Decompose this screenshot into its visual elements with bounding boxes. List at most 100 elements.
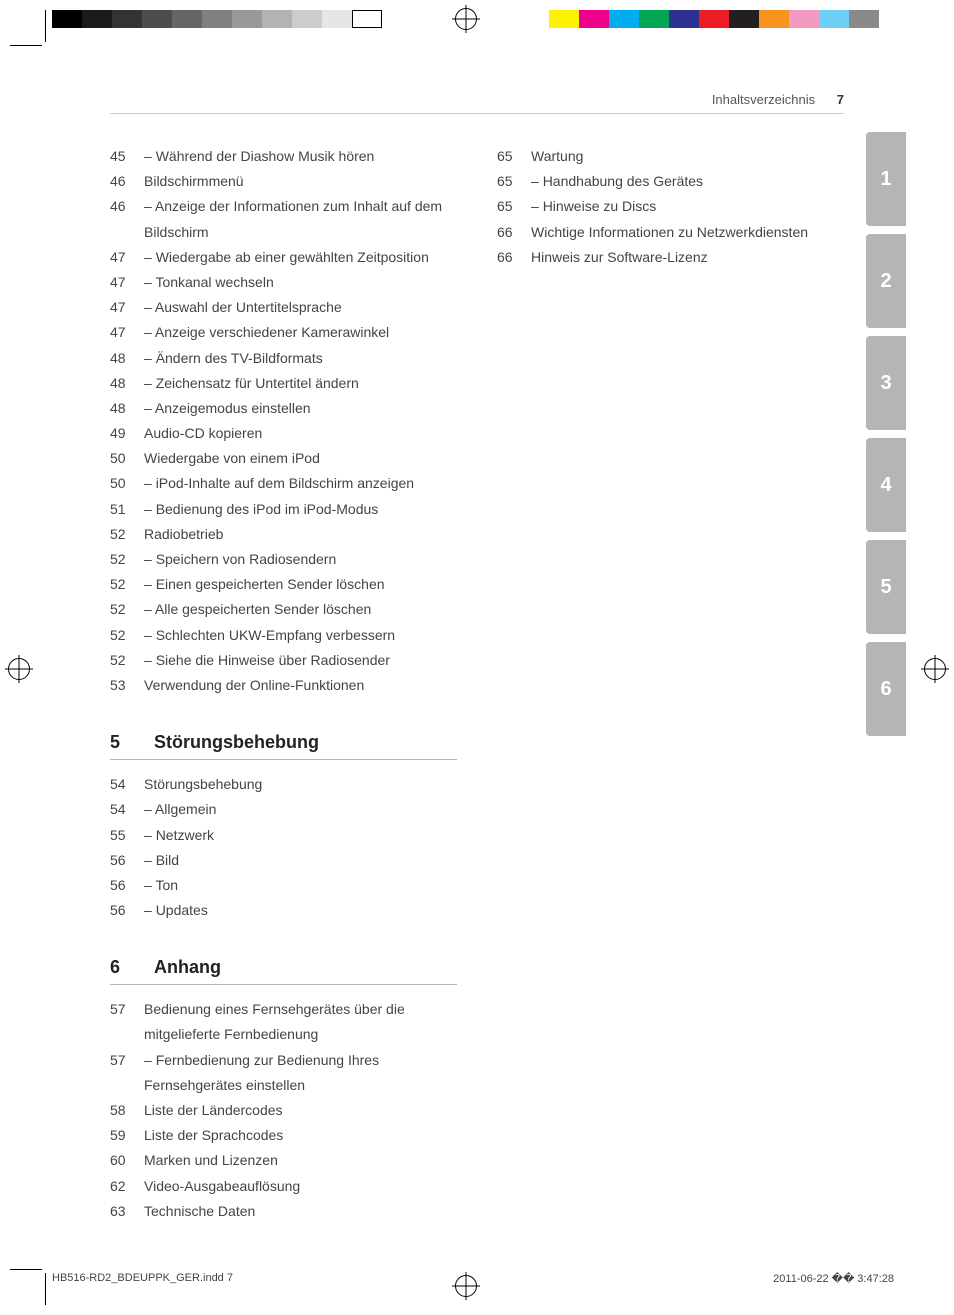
toc-entry-text: Allgemein xyxy=(144,797,457,822)
toc-entry-text: Verwendung der Online-Funktionen xyxy=(144,673,457,698)
toc-entry-text: Technische Daten xyxy=(144,1199,457,1224)
section-title: Störungsbehebung xyxy=(154,732,319,753)
swatch xyxy=(232,10,262,28)
toc-page-number: 52 xyxy=(110,572,144,597)
toc-page-number: 65 xyxy=(497,144,531,169)
toc-entry-text: Tonkanal wechseln xyxy=(144,270,457,295)
toc-entry: 56Ton xyxy=(110,873,457,898)
toc-entry: 48Anzeigemodus einstellen xyxy=(110,396,457,421)
toc-entry: 47Tonkanal wechseln xyxy=(110,270,457,295)
swatch xyxy=(729,10,759,28)
page-header: Inhaltsverzeichnis 7 xyxy=(110,92,844,114)
swatch xyxy=(759,10,789,28)
swatch xyxy=(789,10,819,28)
toc-entry-text: Handhabung des Gerätes xyxy=(531,169,844,194)
toc-page-number: 52 xyxy=(110,547,144,572)
header-title: Inhaltsverzeichnis xyxy=(712,92,815,107)
registration-mark-icon xyxy=(455,8,477,30)
toc-entry: 62Video-Ausgabeauflösung xyxy=(110,1174,457,1199)
toc-entry-text: Störungsbehebung xyxy=(144,772,457,797)
toc-entry: 52Speichern von Radiosendern xyxy=(110,547,457,572)
toc-entry-text: Hinweise zu Discs xyxy=(531,194,844,219)
toc-entry: 55Netzwerk xyxy=(110,823,457,848)
toc-page-number: 46 xyxy=(110,194,144,244)
toc-entry: 65Wartung xyxy=(497,144,844,169)
toc-entry: 66Hinweis zur Software-Lizenz xyxy=(497,245,844,270)
toc-page-number: 56 xyxy=(110,873,144,898)
toc-entry-text: Marken und Lizenzen xyxy=(144,1148,457,1173)
swatch xyxy=(609,10,639,28)
swatch xyxy=(849,10,879,28)
crop-mark xyxy=(10,45,42,46)
print-footer: HB516-RD2_BDEUPPK_GER.indd 7 2011-06-22 … xyxy=(52,1272,894,1285)
crop-mark xyxy=(45,10,46,42)
toc-page-number: 58 xyxy=(110,1098,144,1123)
swatch xyxy=(549,10,579,28)
footer-timestamp: 2011-06-22 �� 3:47:28 xyxy=(773,1272,894,1285)
toc-entry-text: Bedienung eines Fernsehgerätes über die … xyxy=(144,997,457,1047)
toc-page-number: 65 xyxy=(497,169,531,194)
toc-page-number: 66 xyxy=(497,245,531,270)
toc-page-number: 57 xyxy=(110,997,144,1047)
toc-entry: 57Bedienung eines Fernsehgerätes über di… xyxy=(110,997,457,1047)
swatch xyxy=(172,10,202,28)
swatch xyxy=(669,10,699,28)
toc-entry: 52Schlechten UKW-Empfang verbessern xyxy=(110,623,457,648)
footer-filename: HB516-RD2_BDEUPPK_GER.indd 7 xyxy=(52,1272,233,1285)
toc-page-number: 52 xyxy=(110,522,144,547)
toc-page-number: 60 xyxy=(110,1148,144,1173)
toc-entry: 45Während der Diashow Musik hören xyxy=(110,144,457,169)
toc-entry-text: Auswahl der Untertitelsprache xyxy=(144,295,457,320)
toc-page-number: 63 xyxy=(110,1199,144,1224)
toc-entry: 47Auswahl der Untertitelsprache xyxy=(110,295,457,320)
toc-page-number: 48 xyxy=(110,396,144,421)
toc-entry-text: Ändern des TV-Bildformats xyxy=(144,346,457,371)
toc-entry: 53Verwendung der Online-Funktionen xyxy=(110,673,457,698)
section-heading: 6 Anhang xyxy=(110,957,457,985)
toc-entry-text: Siehe die Hinweise über Radiosender xyxy=(144,648,457,673)
toc-entry: 54Störungsbehebung xyxy=(110,772,457,797)
toc-entry: 47Anzeige verschiedener Kamerawinkel xyxy=(110,320,457,345)
toc-entry: 50iPod-Inhalte auf dem Bildschirm anzeig… xyxy=(110,471,457,496)
swatch xyxy=(82,10,112,28)
header-page-number: 7 xyxy=(837,92,844,107)
toc-entry-text: Anzeige verschiedener Kamerawinkel xyxy=(144,320,457,345)
toc-entry-text: Wartung xyxy=(531,144,844,169)
toc-page-number: 51 xyxy=(110,497,144,522)
swatch xyxy=(322,10,352,28)
toc-entry-text: Updates xyxy=(144,898,457,923)
toc-entry: 52Siehe die Hinweise über Radiosender xyxy=(110,648,457,673)
toc-entry: 52Einen gespeicherten Sender löschen xyxy=(110,572,457,597)
toc-page-number: 47 xyxy=(110,320,144,345)
toc-entry-text: Bildschirmmenü xyxy=(144,169,457,194)
crop-mark xyxy=(45,1273,46,1305)
toc-entry: 56Bild xyxy=(110,848,457,873)
toc-entry-text: Fernbedienung zur Bedienung Ihres Fernse… xyxy=(144,1048,457,1098)
toc-page-number: 56 xyxy=(110,848,144,873)
toc-entry-text: Alle gespeicherten Sender löschen xyxy=(144,597,457,622)
toc-page-number: 53 xyxy=(110,673,144,698)
swatch xyxy=(579,10,609,28)
swatch xyxy=(52,10,82,28)
toc-page-number: 45 xyxy=(110,144,144,169)
section-number: 6 xyxy=(110,957,154,978)
swatch xyxy=(202,10,232,28)
section-number: 5 xyxy=(110,732,154,753)
toc-column-right: 65Wartung65Handhabung des Gerätes65Hinwe… xyxy=(497,144,844,1224)
toc-entry: 47Wiedergabe ab einer gewählten Zeitposi… xyxy=(110,245,457,270)
registration-mark-icon xyxy=(924,658,946,680)
greyscale-calibration-bar xyxy=(52,10,382,28)
toc-page-number: 50 xyxy=(110,446,144,471)
toc-entry-text: Speichern von Radiosendern xyxy=(144,547,457,572)
toc-entry-text: Liste der Ländercodes xyxy=(144,1098,457,1123)
toc-entry-text: Radiobetrieb xyxy=(144,522,457,547)
toc-entry: 63Technische Daten xyxy=(110,1199,457,1224)
toc-entry: 46Anzeige der Informationen zum Inhalt a… xyxy=(110,194,457,244)
swatch xyxy=(112,10,142,28)
toc-entry: 65Handhabung des Gerätes xyxy=(497,169,844,194)
toc-page-number: 56 xyxy=(110,898,144,923)
toc-entry: 57Fernbedienung zur Bedienung Ihres Fern… xyxy=(110,1048,457,1098)
swatch xyxy=(292,10,322,28)
toc-page-number: 47 xyxy=(110,270,144,295)
toc-entry: 66Wichtige Informationen zu Netzwerkdien… xyxy=(497,220,844,245)
